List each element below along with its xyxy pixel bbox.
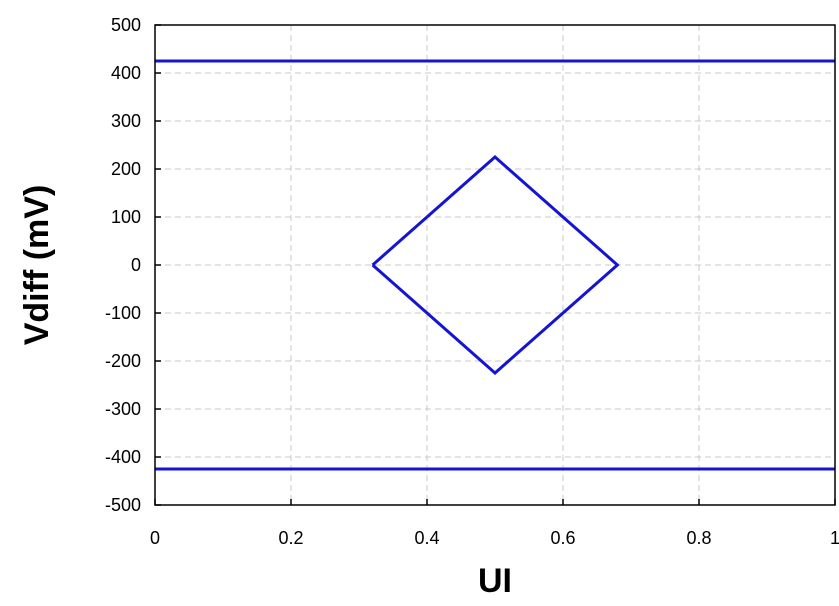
x-tick-label: 0.4 — [414, 528, 439, 548]
y-tick-label: 200 — [111, 159, 141, 179]
x-axis-title: UI — [478, 562, 512, 600]
y-tick-label: 0 — [131, 255, 141, 275]
y-tick-label: -400 — [105, 447, 141, 467]
series-line-3 — [371, 154, 620, 376]
x-tick-label: 1 — [830, 528, 839, 548]
y-tick-label: 400 — [111, 63, 141, 83]
x-tick-label: 0.8 — [686, 528, 711, 548]
y-tick-label: -100 — [105, 303, 141, 323]
axis-ticks: 0 0.2 0.4 0.6 0.8 1 500 400 300 200 100 0 -100 -200 -3… — [105, 15, 839, 548]
x-tick-label: 0.2 — [278, 528, 303, 548]
y-tick-label: -300 — [105, 399, 141, 419]
grid-lines — [155, 25, 835, 505]
y-tick-label: -500 — [105, 495, 141, 515]
x-tick-label: 0.6 — [550, 528, 575, 548]
series-layer — [155, 59, 835, 471]
y-tick-label: 500 — [111, 15, 141, 35]
y-axis-title: Vdiff (mV) — [18, 185, 56, 346]
x-tick-label: 0 — [150, 528, 160, 548]
y-tick-label: 100 — [111, 207, 141, 227]
y-tick-label: 300 — [111, 111, 141, 131]
y-tick-label: -200 — [105, 351, 141, 371]
